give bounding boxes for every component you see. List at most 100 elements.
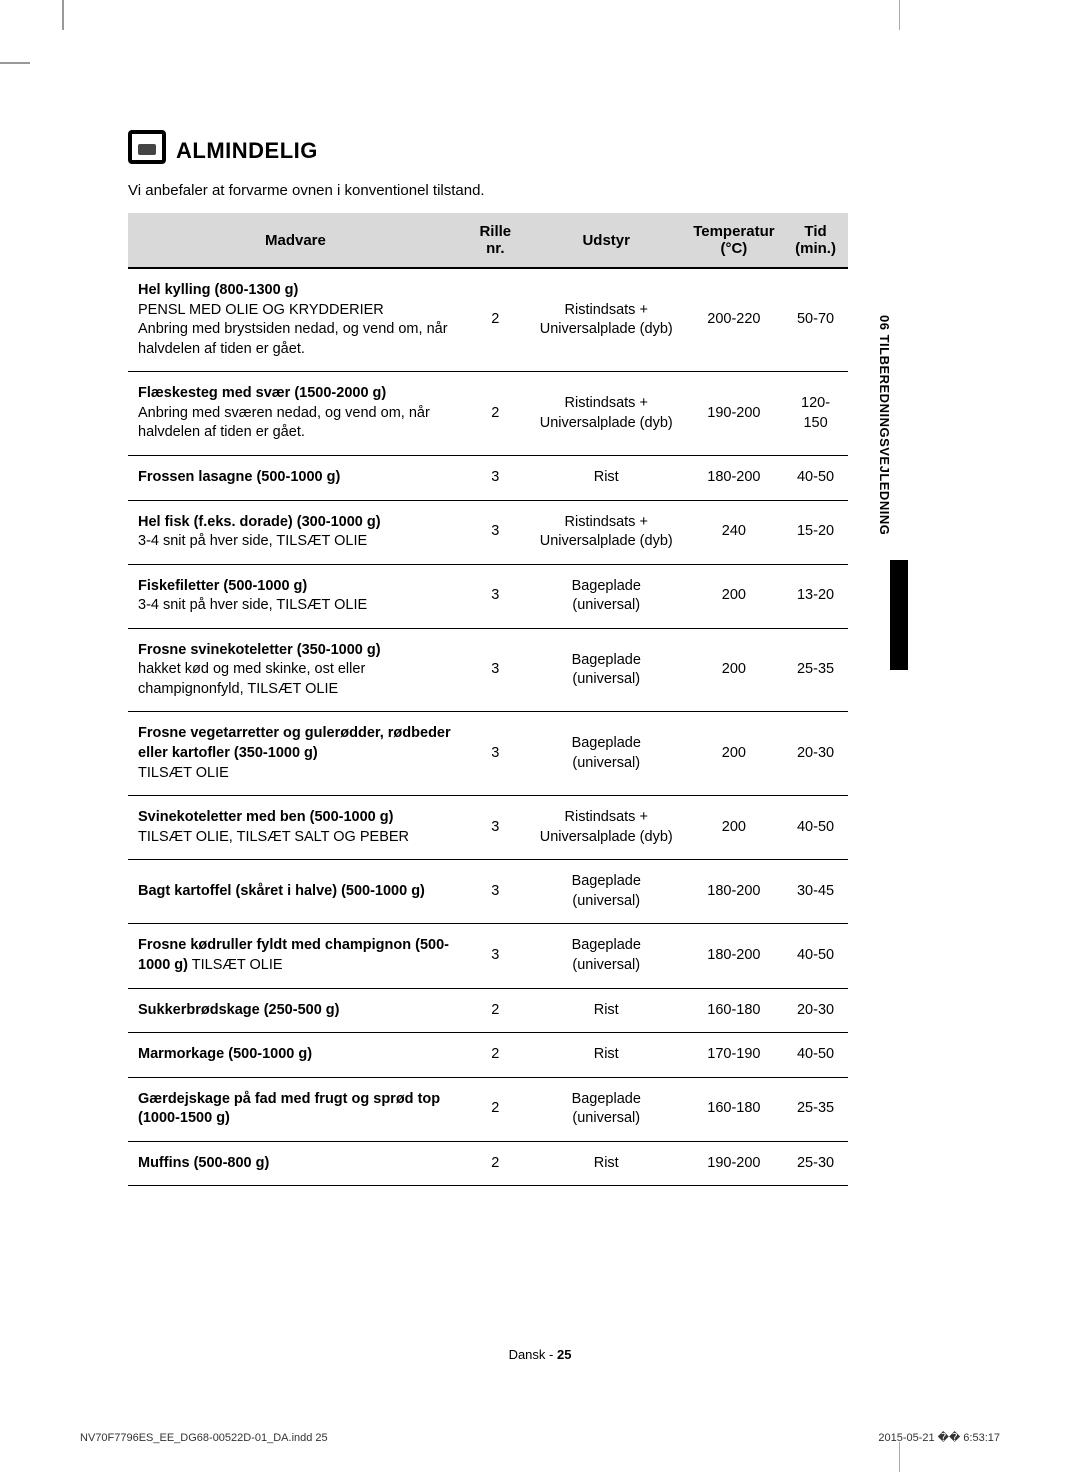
table-row: Hel kylling (800-1300 g)PENSL MED OLIE O… bbox=[128, 268, 848, 372]
footer-page: 25 bbox=[557, 1347, 571, 1362]
intro-text: Vi anbefaler at forvarme ovnen i konvent… bbox=[128, 182, 848, 199]
cell-udstyr: Bageplade (universal) bbox=[528, 1077, 685, 1141]
table-row: Muffins (500-800 g)2Rist190-20025-30 bbox=[128, 1141, 848, 1186]
cell-temp: 190-200 bbox=[685, 1141, 783, 1186]
cell-tid: 20-30 bbox=[783, 712, 848, 796]
cell-udstyr: Rist bbox=[528, 988, 685, 1033]
table-row: Bagt kartoffel (skåret i halve) (500-100… bbox=[128, 860, 848, 924]
table-row: Frossen lasagne (500-1000 g)3Rist180-200… bbox=[128, 455, 848, 500]
cell-rille: 2 bbox=[463, 1141, 528, 1186]
cell-rille: 2 bbox=[463, 1077, 528, 1141]
cell-madvare: Bagt kartoffel (skåret i halve) (500-100… bbox=[128, 860, 463, 924]
cell-udstyr: Ristindsats + Universalplade (dyb) bbox=[528, 500, 685, 564]
oven-mode-icon bbox=[128, 130, 166, 164]
cell-tid: 25-35 bbox=[783, 628, 848, 712]
cell-rille: 3 bbox=[463, 712, 528, 796]
cell-rille: 3 bbox=[463, 628, 528, 712]
cell-madvare: Frosne svinekoteletter (350-1000 g)hakke… bbox=[128, 628, 463, 712]
cell-madvare: Frosne kødruller fyldt med champignon (5… bbox=[128, 924, 463, 988]
footer-lang: Dansk - bbox=[509, 1347, 557, 1362]
table-row: Marmorkage (500-1000 g)2Rist170-19040-50 bbox=[128, 1033, 848, 1078]
cell-temp: 200 bbox=[685, 564, 783, 628]
cell-tid: 25-35 bbox=[783, 1077, 848, 1141]
cell-madvare: Gærdejskage på fad med frugt og sprød to… bbox=[128, 1077, 463, 1141]
cell-tid: 120-150 bbox=[783, 372, 848, 456]
sidebar-tab-marker bbox=[890, 560, 908, 670]
cell-udstyr: Ristindsats + Universalplade (dyb) bbox=[528, 796, 685, 860]
crop-mark bbox=[899, 0, 900, 30]
cell-madvare: Svinekoteletter med ben (500-1000 g)TILS… bbox=[128, 796, 463, 860]
cell-madvare: Frosne vegetarretter og gulerødder, rødb… bbox=[128, 712, 463, 796]
table-row: Frosne kødruller fyldt med champignon (5… bbox=[128, 924, 848, 988]
cell-madvare: Muffins (500-800 g) bbox=[128, 1141, 463, 1186]
cell-tid: 40-50 bbox=[783, 796, 848, 860]
cell-rille: 2 bbox=[463, 268, 528, 372]
footer-timestamp: 2015-05-21 �� 6:53:17 bbox=[878, 1431, 1000, 1444]
footer-filename: NV70F7796ES_EE_DG68-00522D-01_DA.indd 25 bbox=[80, 1432, 328, 1444]
cell-madvare: Hel fisk (f.eks. dorade) (300-1000 g)3-4… bbox=[128, 500, 463, 564]
cell-temp: 240 bbox=[685, 500, 783, 564]
cell-madvare: Hel kylling (800-1300 g)PENSL MED OLIE O… bbox=[128, 268, 463, 372]
cell-tid: 20-30 bbox=[783, 988, 848, 1033]
cell-rille: 3 bbox=[463, 455, 528, 500]
cell-udstyr: Bageplade (universal) bbox=[528, 628, 685, 712]
cell-rille: 2 bbox=[463, 988, 528, 1033]
table-row: Frosne vegetarretter og gulerødder, rødb… bbox=[128, 712, 848, 796]
table-row: Flæskesteg med svær (1500-2000 g)Anbring… bbox=[128, 372, 848, 456]
table-header-row: Madvare Rille nr. Udstyr Temperatur (°C)… bbox=[128, 213, 848, 268]
crop-mark bbox=[62, 0, 64, 30]
col-udstyr: Udstyr bbox=[528, 213, 685, 268]
cell-udstyr: Bageplade (universal) bbox=[528, 924, 685, 988]
cell-tid: 15-20 bbox=[783, 500, 848, 564]
table-row: Sukkerbrødskage (250-500 g)2Rist160-1802… bbox=[128, 988, 848, 1033]
cell-udstyr: Bageplade (universal) bbox=[528, 564, 685, 628]
col-tid: Tid (min.) bbox=[783, 213, 848, 268]
cell-tid: 30-45 bbox=[783, 860, 848, 924]
cell-temp: 170-190 bbox=[685, 1033, 783, 1078]
heading-row: ALMINDELIG bbox=[128, 130, 848, 164]
section-heading: ALMINDELIG bbox=[176, 138, 318, 164]
cell-tid: 40-50 bbox=[783, 455, 848, 500]
sidebar-section-label: 06 TILBEREDNINGSVEJLEDNING bbox=[877, 315, 892, 535]
cell-madvare: Fiskefiletter (500-1000 g)3-4 snit på hv… bbox=[128, 564, 463, 628]
table-row: Hel fisk (f.eks. dorade) (300-1000 g)3-4… bbox=[128, 500, 848, 564]
cell-rille: 3 bbox=[463, 796, 528, 860]
col-temp: Temperatur (°C) bbox=[685, 213, 783, 268]
cell-temp: 200-220 bbox=[685, 268, 783, 372]
cell-temp: 200 bbox=[685, 628, 783, 712]
cell-madvare: Frossen lasagne (500-1000 g) bbox=[128, 455, 463, 500]
cell-temp: 180-200 bbox=[685, 455, 783, 500]
crop-mark bbox=[899, 1442, 900, 1472]
cell-temp: 200 bbox=[685, 796, 783, 860]
cell-udstyr: Ristindsats + Universalplade (dyb) bbox=[528, 268, 685, 372]
cell-madvare: Flæskesteg med svær (1500-2000 g)Anbring… bbox=[128, 372, 463, 456]
cell-udstyr: Bageplade (universal) bbox=[528, 860, 685, 924]
cell-temp: 180-200 bbox=[685, 924, 783, 988]
cell-temp: 190-200 bbox=[685, 372, 783, 456]
cell-tid: 50-70 bbox=[783, 268, 848, 372]
cell-madvare: Sukkerbrødskage (250-500 g) bbox=[128, 988, 463, 1033]
cell-udstyr: Rist bbox=[528, 1141, 685, 1186]
col-rille: Rille nr. bbox=[463, 213, 528, 268]
table-row: Frosne svinekoteletter (350-1000 g)hakke… bbox=[128, 628, 848, 712]
cell-tid: 40-50 bbox=[783, 1033, 848, 1078]
cell-rille: 2 bbox=[463, 1033, 528, 1078]
cell-temp: 160-180 bbox=[685, 1077, 783, 1141]
cell-tid: 13-20 bbox=[783, 564, 848, 628]
footer-center: Dansk - 25 bbox=[0, 1347, 1080, 1362]
cell-tid: 40-50 bbox=[783, 924, 848, 988]
table-row: Fiskefiletter (500-1000 g)3-4 snit på hv… bbox=[128, 564, 848, 628]
cell-rille: 3 bbox=[463, 564, 528, 628]
cell-rille: 3 bbox=[463, 860, 528, 924]
cell-temp: 200 bbox=[685, 712, 783, 796]
col-madvare: Madvare bbox=[128, 213, 463, 268]
cell-madvare: Marmorkage (500-1000 g) bbox=[128, 1033, 463, 1078]
cell-udstyr: Rist bbox=[528, 1033, 685, 1078]
table-row: Gærdejskage på fad med frugt og sprød to… bbox=[128, 1077, 848, 1141]
cell-temp: 160-180 bbox=[685, 988, 783, 1033]
cell-udstyr: Rist bbox=[528, 455, 685, 500]
cell-udstyr: Ristindsats + Universalplade (dyb) bbox=[528, 372, 685, 456]
cell-temp: 180-200 bbox=[685, 860, 783, 924]
table-row: Svinekoteletter med ben (500-1000 g)TILS… bbox=[128, 796, 848, 860]
crop-mark bbox=[0, 62, 30, 64]
